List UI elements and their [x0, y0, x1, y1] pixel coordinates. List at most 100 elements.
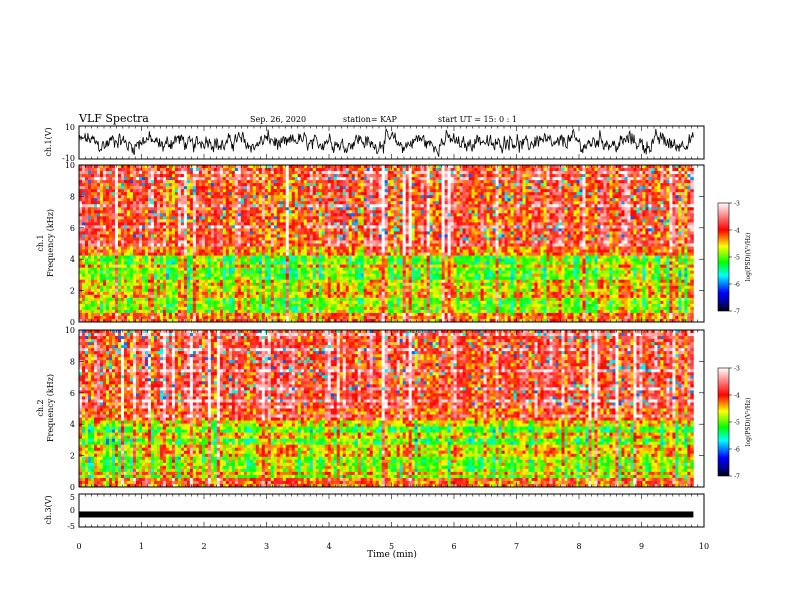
spectrogram-cell — [117, 219, 122, 223]
spectrogram-cell — [519, 201, 523, 205]
spectrogram-cell — [297, 168, 302, 172]
spectrogram-cell — [303, 231, 308, 235]
spectrogram-cell — [537, 189, 541, 193]
spectrogram-cell — [339, 183, 344, 187]
spectrogram-cell — [324, 195, 329, 199]
spectrogram-cell — [294, 207, 299, 211]
spectrogram-cell — [594, 219, 598, 223]
spectrogram-cell — [558, 183, 562, 187]
spectrogram-cell — [213, 177, 218, 181]
spectrogram-cell — [672, 231, 676, 235]
spectrogram-cell — [618, 168, 622, 172]
spectrogram-cell — [177, 168, 182, 172]
spectrogram-cell — [234, 210, 239, 214]
spectrogram-cell — [300, 213, 305, 217]
spectrogram-cell — [144, 216, 149, 220]
spectrogram-cell — [555, 177, 559, 181]
spectrogram-cell — [159, 177, 164, 181]
spectrogram-cell — [132, 228, 137, 232]
spectrogram-cell — [441, 201, 446, 205]
spectrogram-cell — [210, 222, 215, 226]
spectrogram-cell — [576, 171, 580, 175]
spectrogram-cell — [258, 204, 263, 208]
spectrogram-cell — [123, 225, 128, 229]
spectrogram-cell — [537, 198, 541, 202]
spectrogram-cell — [417, 192, 422, 196]
spectrogram-cell — [336, 222, 341, 226]
spectrogram-cell — [225, 201, 230, 205]
spectrogram-cell — [114, 195, 119, 199]
spectrogram-cell — [300, 189, 305, 193]
spectrogram-cell — [201, 180, 206, 184]
spectrogram-cell — [555, 198, 559, 202]
spectrogram-cell — [387, 207, 392, 211]
spectrogram-cell — [258, 195, 263, 199]
spectrogram-cell — [82, 228, 86, 232]
spectrogram-cell — [645, 171, 649, 175]
spectrogram-cell — [87, 165, 92, 169]
spectrogram-cell — [210, 213, 215, 217]
spectrogram-cell — [519, 189, 523, 193]
spectrogram-cell — [645, 189, 649, 193]
spectrogram-cell — [492, 225, 496, 229]
spectrogram-cell — [495, 201, 499, 205]
spectrogram-cell — [468, 195, 472, 199]
spectrogram-cell — [603, 183, 607, 187]
spectrogram-cell — [417, 171, 422, 175]
spectrogram-cell — [144, 222, 149, 226]
spectrogram-cell — [669, 210, 673, 214]
spectrogram-cell — [648, 210, 652, 214]
spectrogram-cell — [468, 174, 472, 178]
spectrogram-cell — [450, 186, 455, 190]
spectrogram-cell — [378, 201, 383, 205]
spectrogram-cell — [126, 195, 131, 199]
spectrogram-cell — [105, 198, 110, 202]
spectrogram-cell — [183, 207, 188, 211]
spectrogram-cell — [249, 171, 254, 175]
spectrogram-cell — [570, 183, 574, 187]
spectrogram-cell — [624, 180, 628, 184]
spectrogram-cell — [684, 186, 688, 190]
spectrogram-cell — [681, 225, 685, 229]
spectrogram-cell — [333, 168, 338, 172]
spectrogram-cell — [558, 204, 562, 208]
spectrogram-cell — [183, 234, 188, 238]
spectrogram-cell — [471, 207, 475, 211]
spectrogram-cell — [453, 219, 458, 223]
spectrogram-cell — [657, 231, 661, 235]
spectrogram-cell — [297, 219, 302, 223]
spectrogram-cell — [471, 177, 475, 181]
spectrogram-cell — [138, 213, 143, 217]
spectrogram-cell — [237, 198, 242, 202]
spectrogram-cell — [252, 210, 257, 214]
spectrogram-cell — [429, 204, 434, 208]
spectrogram-cell — [102, 228, 107, 232]
spectrogram-cell — [354, 186, 359, 190]
spectrogram-cell — [99, 186, 104, 190]
spectrogram-cell — [123, 171, 128, 175]
spectrogram-cell — [84, 231, 89, 235]
spectrogram-cell — [216, 183, 221, 187]
spectrogram-cell — [615, 168, 619, 172]
spectrogram-cell — [207, 174, 212, 178]
spectrogram-cell — [381, 207, 386, 211]
spectrogram-cell — [285, 204, 290, 208]
spectrogram-cell — [315, 180, 320, 184]
spectrogram-cell — [423, 183, 428, 187]
spectrogram-cell — [138, 186, 143, 190]
spectrogram-cell — [318, 171, 323, 175]
spectrogram-cell — [576, 213, 580, 217]
spectrogram-cell — [138, 219, 143, 223]
spectrogram-cell — [378, 213, 383, 217]
spectrogram-cell — [156, 234, 161, 238]
spectrogram-cell — [294, 210, 299, 214]
spectrogram-cell — [102, 189, 107, 193]
spectrogram-cell — [438, 177, 443, 181]
spectrogram-cell — [555, 171, 559, 175]
spectrogram-cell — [159, 183, 164, 187]
spectrogram-cell — [441, 213, 446, 217]
spectrogram-cell — [420, 201, 425, 205]
spectrogram-cell — [294, 195, 299, 199]
spectrogram-cell — [687, 201, 691, 205]
spectrogram-cell — [309, 207, 314, 211]
